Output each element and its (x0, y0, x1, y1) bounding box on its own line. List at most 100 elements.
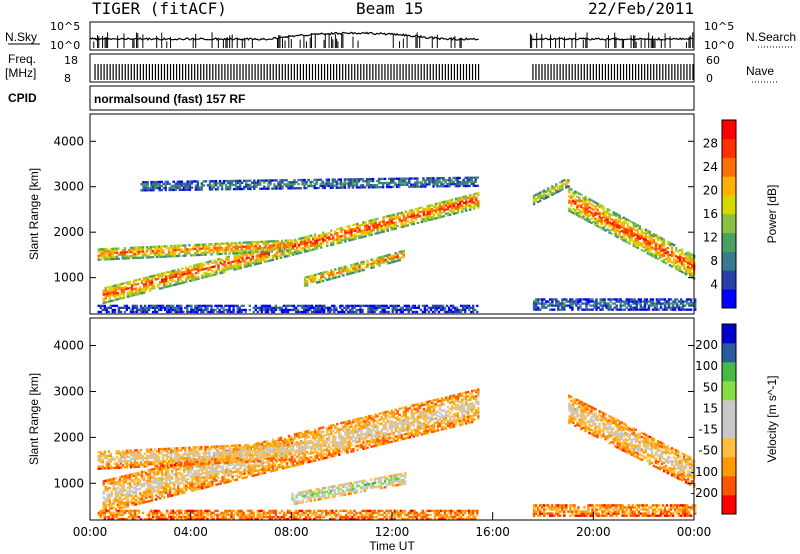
heatmap-cell (152, 187, 155, 190)
heatmap-cell (426, 177, 429, 180)
heatmap-cell (661, 298, 665, 301)
heatmap-cell (577, 302, 580, 305)
heatmap-cell (232, 179, 236, 183)
heatmap-cell (158, 184, 161, 188)
heatmap-cell (671, 302, 675, 305)
heatmap-cell (326, 278, 329, 281)
heatmap-cell (128, 481, 132, 485)
heatmap-cell (194, 180, 198, 183)
heatmap-cell (112, 291, 115, 294)
heatmap-cell (390, 177, 393, 180)
heatmap-cell (197, 265, 200, 268)
heatmap-cell (301, 180, 304, 184)
heatmap-cell (181, 489, 184, 493)
heatmap-cell (165, 473, 168, 476)
heatmap-cell (368, 232, 371, 235)
heatmap-cell (228, 188, 232, 191)
heatmap-cell (657, 298, 661, 301)
heatmap-cell (563, 302, 566, 305)
heatmap-cell (670, 244, 674, 248)
heatmap-cell (674, 249, 678, 252)
heatmap-cell (243, 464, 246, 467)
heatmap-cell (153, 247, 157, 250)
heatmap-cell (402, 255, 405, 259)
heatmap-cell (167, 285, 170, 288)
heatmap-cell (600, 216, 603, 220)
heatmap-cell (593, 306, 596, 309)
heatmap-cell (352, 236, 355, 239)
heatmap-cell (171, 477, 174, 481)
heatmap-cell (230, 179, 234, 183)
heatmap-cell (245, 265, 248, 268)
heatmap-cell (266, 250, 270, 253)
heatmap-cell (259, 179, 262, 182)
heatmap-cell (207, 464, 210, 468)
heatmap-cell (534, 300, 538, 303)
heatmap-cell (304, 310, 308, 314)
heatmap-cell (438, 212, 442, 215)
heatmap-cell (388, 177, 391, 180)
heatmap-cell (228, 308, 231, 312)
heatmap-cell (116, 491, 120, 494)
heatmap-cell (144, 276, 148, 279)
heatmap-cell (159, 486, 162, 490)
heatmap-cell (442, 211, 446, 214)
heatmap-cell (224, 242, 227, 245)
heatmap-cell (370, 233, 373, 236)
heatmap-cell (161, 274, 164, 277)
heatmap-cell (694, 308, 697, 311)
heatmap-cell (138, 292, 142, 295)
heatmap-cell (261, 187, 264, 190)
heatmap-cell (333, 304, 336, 307)
heatmap-cell (193, 482, 196, 486)
heatmap-cell (683, 308, 687, 311)
heatmap-cell (682, 257, 686, 260)
heatmap-cell (692, 302, 695, 305)
heatmap-cell (422, 218, 426, 221)
heatmap-cell (355, 304, 358, 307)
heatmap-cell (178, 252, 181, 255)
heatmap-cell (456, 176, 459, 180)
heatmap-cell (325, 184, 328, 187)
heatmap-cell (400, 179, 403, 182)
heatmap-cell (102, 484, 105, 487)
heatmap-cell (333, 308, 336, 312)
heatmap-cell (441, 306, 445, 309)
heatmap-cell (430, 181, 433, 184)
heatmap-cell (379, 186, 383, 189)
heatmap-cell (313, 310, 316, 314)
heatmap-cell (142, 478, 146, 481)
heatmap-cell (315, 178, 318, 181)
heatmap-cell (599, 298, 602, 301)
heatmap-cell (356, 226, 359, 230)
heatmap-cell (627, 298, 630, 301)
heatmap-cell (184, 252, 187, 255)
heatmap-cell (576, 191, 579, 194)
heatmap-cell (670, 242, 674, 246)
heatmap-cell (326, 244, 329, 248)
heatmap-cell (350, 234, 353, 237)
heatmap-cell (174, 248, 177, 252)
heatmap-cell (255, 181, 258, 184)
heatmap-cell (436, 212, 440, 215)
heatmap-cell (326, 236, 329, 239)
heatmap-cell (225, 466, 228, 469)
heatmap-cell (155, 255, 159, 259)
heatmap-cell (584, 208, 587, 211)
heatmap-cell (211, 480, 214, 483)
heatmap-cell (144, 488, 148, 491)
heatmap-cell (586, 205, 589, 208)
heatmap-cell (582, 201, 585, 204)
heatmap-cell (243, 187, 246, 191)
heatmap-cell (129, 246, 133, 250)
heatmap-cell (388, 224, 391, 228)
heatmap-cell (347, 306, 350, 309)
heatmap-cell (612, 227, 615, 230)
heatmap-cell (279, 185, 282, 188)
heatmap-cell (136, 488, 140, 491)
heatmap-cell (201, 486, 204, 490)
heatmap-cell (416, 181, 419, 184)
heatmap-cell (320, 238, 323, 241)
heatmap-cell (148, 472, 152, 476)
heatmap-cell (103, 304, 106, 307)
